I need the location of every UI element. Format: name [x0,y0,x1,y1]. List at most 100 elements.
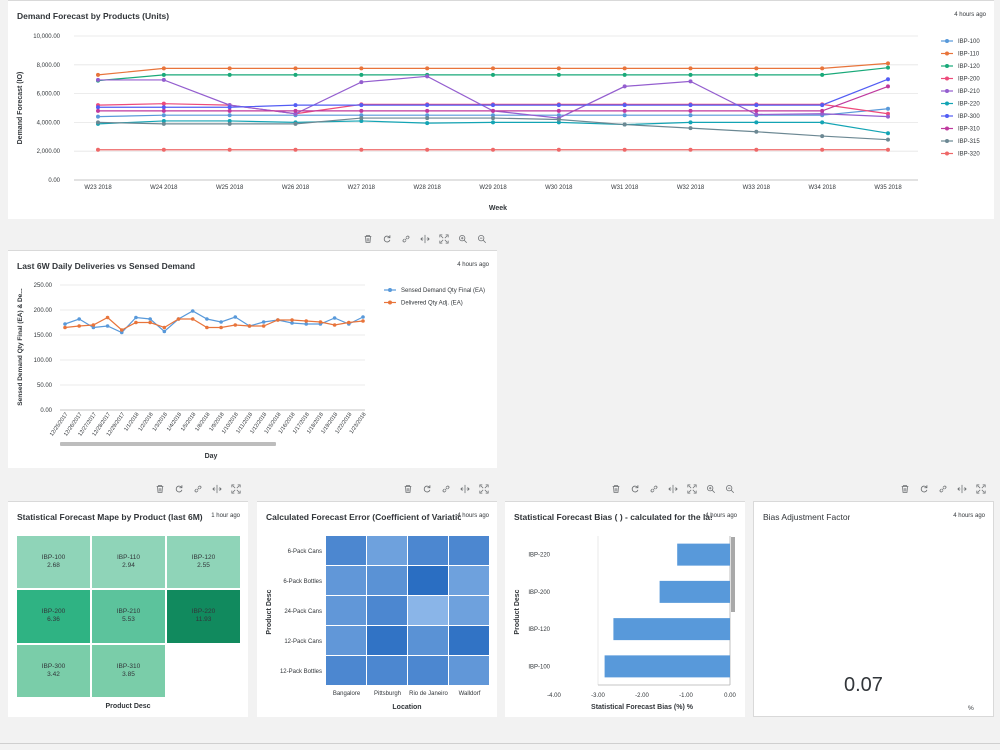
data-point [96,114,100,119]
data-point [886,106,890,111]
data-point [556,120,561,125]
data-point [425,108,430,113]
data-point [119,328,124,332]
card-timestamp: 1 hour ago [211,513,240,519]
heatmap-cell[interactable]: IBP-200 6.36 [16,589,91,644]
zoom-in-icon[interactable] [705,484,716,495]
data-point [63,322,67,326]
legend-marker [945,39,949,43]
heatmap-cell [449,596,489,625]
horizontal-scrollbar[interactable] [60,442,276,446]
data-point [359,147,364,152]
refresh-icon[interactable] [629,484,640,495]
link-icon[interactable] [937,484,948,495]
data-point [359,66,364,71]
data-point [688,126,693,131]
x-tick-label: -1.00 [679,693,693,699]
refresh-icon[interactable] [918,484,929,495]
resize-icon[interactable] [419,234,430,245]
y-tick-label: IBP-120 [528,627,550,633]
delete-icon[interactable] [154,484,165,495]
data-point [227,105,232,110]
resize-icon[interactable] [211,484,222,495]
data-point [205,325,209,330]
y-tick-label: 12-Pack Bottles [280,669,322,675]
resize-icon[interactable] [667,484,678,495]
x-tick-label: W29 2018 [479,185,507,191]
delete-icon[interactable] [362,234,373,245]
legend-marker [945,76,949,81]
y-tick-label: 150.00 [34,333,53,339]
heatmap-cell [367,566,407,595]
data-point [105,324,110,328]
refresh-icon[interactable] [173,484,184,495]
data-point [161,66,166,71]
delete-icon[interactable] [402,484,413,495]
zoom-out-icon[interactable] [476,234,487,245]
heatmap-cell[interactable]: IBP-210 5.53 [91,589,166,644]
heatmap-cell[interactable]: IBP-300 3.42 [16,643,91,698]
legend-label: IBP-120 [958,64,980,70]
y-axis-label: Sensed Demand Qty Final (EA) & De... [17,288,24,406]
fullscreen-icon[interactable] [230,484,241,495]
x-tick-label: Walldorf [459,691,481,697]
y-tick-label: 6,000.00 [37,92,61,98]
cell-value: 3.42 [47,670,60,678]
data-point [688,108,693,113]
link-icon[interactable] [440,484,451,495]
link-icon[interactable] [648,484,659,495]
zoom-in-icon[interactable] [457,234,468,245]
refresh-icon[interactable] [421,484,432,495]
x-axis-label: Week [489,205,507,212]
legend-label: IBP-200 [958,77,980,83]
heatmap-cell [408,656,448,685]
data-point [622,72,627,77]
refresh-icon[interactable] [381,234,392,245]
mape-treemap[interactable]: IBP-100 2.68 IBP-110 2.94 IBP-120 2.55 IBP-200… [16,535,241,698]
forecast-error-heatmap[interactable]: 6-Pack Cans 6-Pack Bottles 24-Pack Cans 12-… [257,502,497,718]
y-tick-label: 250.00 [34,283,53,289]
demand-forecast-chart[interactable]: 0.00 2,000.00 4,000.00 6,000.00 8,000.00 10,0… [8,1,994,220]
zoom-out-icon[interactable] [724,484,735,495]
x-tick-label: W31 2018 [611,185,639,191]
resize-icon[interactable] [459,484,470,495]
delete-icon[interactable] [610,484,621,495]
data-point [886,77,890,82]
fullscreen-icon[interactable] [975,484,986,495]
heatmap-cell[interactable]: IBP-220 11.93 [166,589,241,644]
deliveries-chart[interactable]: 0.0050.00100.00150.00200.00250.0012/25/2… [8,251,497,469]
data-point [688,72,693,77]
heatmap-cell [408,536,448,565]
data-point [293,66,298,71]
data-point [622,66,627,71]
link-icon[interactable] [192,484,203,495]
data-point [176,317,181,321]
heatmap-cell[interactable]: IBP-110 2.94 [91,535,166,590]
resize-icon[interactable] [956,484,967,495]
data-point [161,77,166,82]
link-icon[interactable] [400,234,411,245]
bias-adjustment-card[interactable]: Bias Adjustment Factor 4 hours ago 0.07 … [753,501,994,717]
data-point [359,118,364,123]
legend-label: Sensed Demand Qty Final (EA) [401,288,485,294]
heatmap-cell[interactable]: IBP-310 3.85 [91,643,166,698]
data-point [622,147,627,152]
fullscreen-icon[interactable] [478,484,489,495]
legend-marker [945,51,949,56]
data-point [820,66,825,71]
y-tick-label: 0.00 [40,408,52,414]
fullscreen-icon[interactable] [438,234,449,245]
data-point [820,120,825,125]
heatmap-cell[interactable]: IBP-100 2.68 [16,535,91,590]
bar [659,580,730,603]
data-point [491,113,495,118]
x-tick-label: W33 2018 [743,185,771,191]
data-point [754,129,759,134]
delete-icon[interactable] [899,484,910,495]
fullscreen-icon[interactable] [686,484,697,495]
data-point [77,324,81,328]
cell-value: 5.53 [122,616,135,624]
heatmap-cell[interactable]: IBP-120 2.55 [166,535,241,590]
data-point [359,113,364,118]
forecast-bias-chart[interactable]: IBP-220 IBP-200 IBP-120 IBP-100 -4.00 -3.00 -2… [505,502,745,718]
